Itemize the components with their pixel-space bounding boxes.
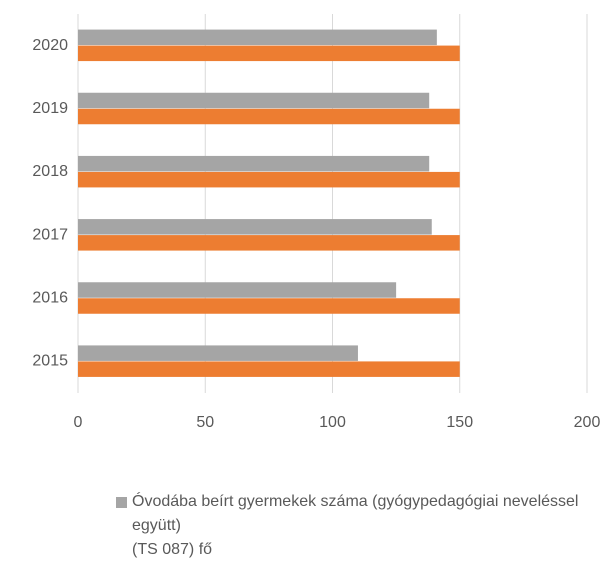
bar — [78, 155, 430, 172]
y-tick-label: 2015 — [32, 353, 68, 370]
bar — [78, 219, 432, 235]
bar — [78, 298, 460, 314]
legend-swatch — [116, 497, 127, 508]
bar — [78, 29, 437, 46]
bar — [78, 345, 358, 361]
legend-label: Óvodába beírt gyermekek száma (gyógypeda… — [132, 493, 579, 558]
y-tick-label: 2018 — [32, 163, 68, 180]
x-tick-label: 150 — [446, 414, 473, 431]
y-tick-label: 2016 — [32, 289, 68, 306]
y-tick-label: 2020 — [32, 37, 68, 54]
bar — [78, 282, 397, 298]
bar — [78, 235, 460, 251]
x-tick-label: 0 — [74, 414, 83, 431]
x-tick-label: 200 — [574, 414, 601, 431]
bar — [78, 92, 430, 109]
x-tick-label: 50 — [196, 414, 214, 431]
y-tick-label: 2017 — [32, 226, 68, 243]
bar — [78, 361, 460, 377]
bar — [78, 45, 460, 62]
bar — [78, 108, 460, 125]
y-tick-label: 2019 — [32, 100, 68, 117]
bar — [78, 171, 460, 188]
x-tick-label: 100 — [319, 414, 346, 431]
chart: 0 50 100 150 200 2015 2016 2017 2018 2019 2020 — [32, 14, 601, 431]
